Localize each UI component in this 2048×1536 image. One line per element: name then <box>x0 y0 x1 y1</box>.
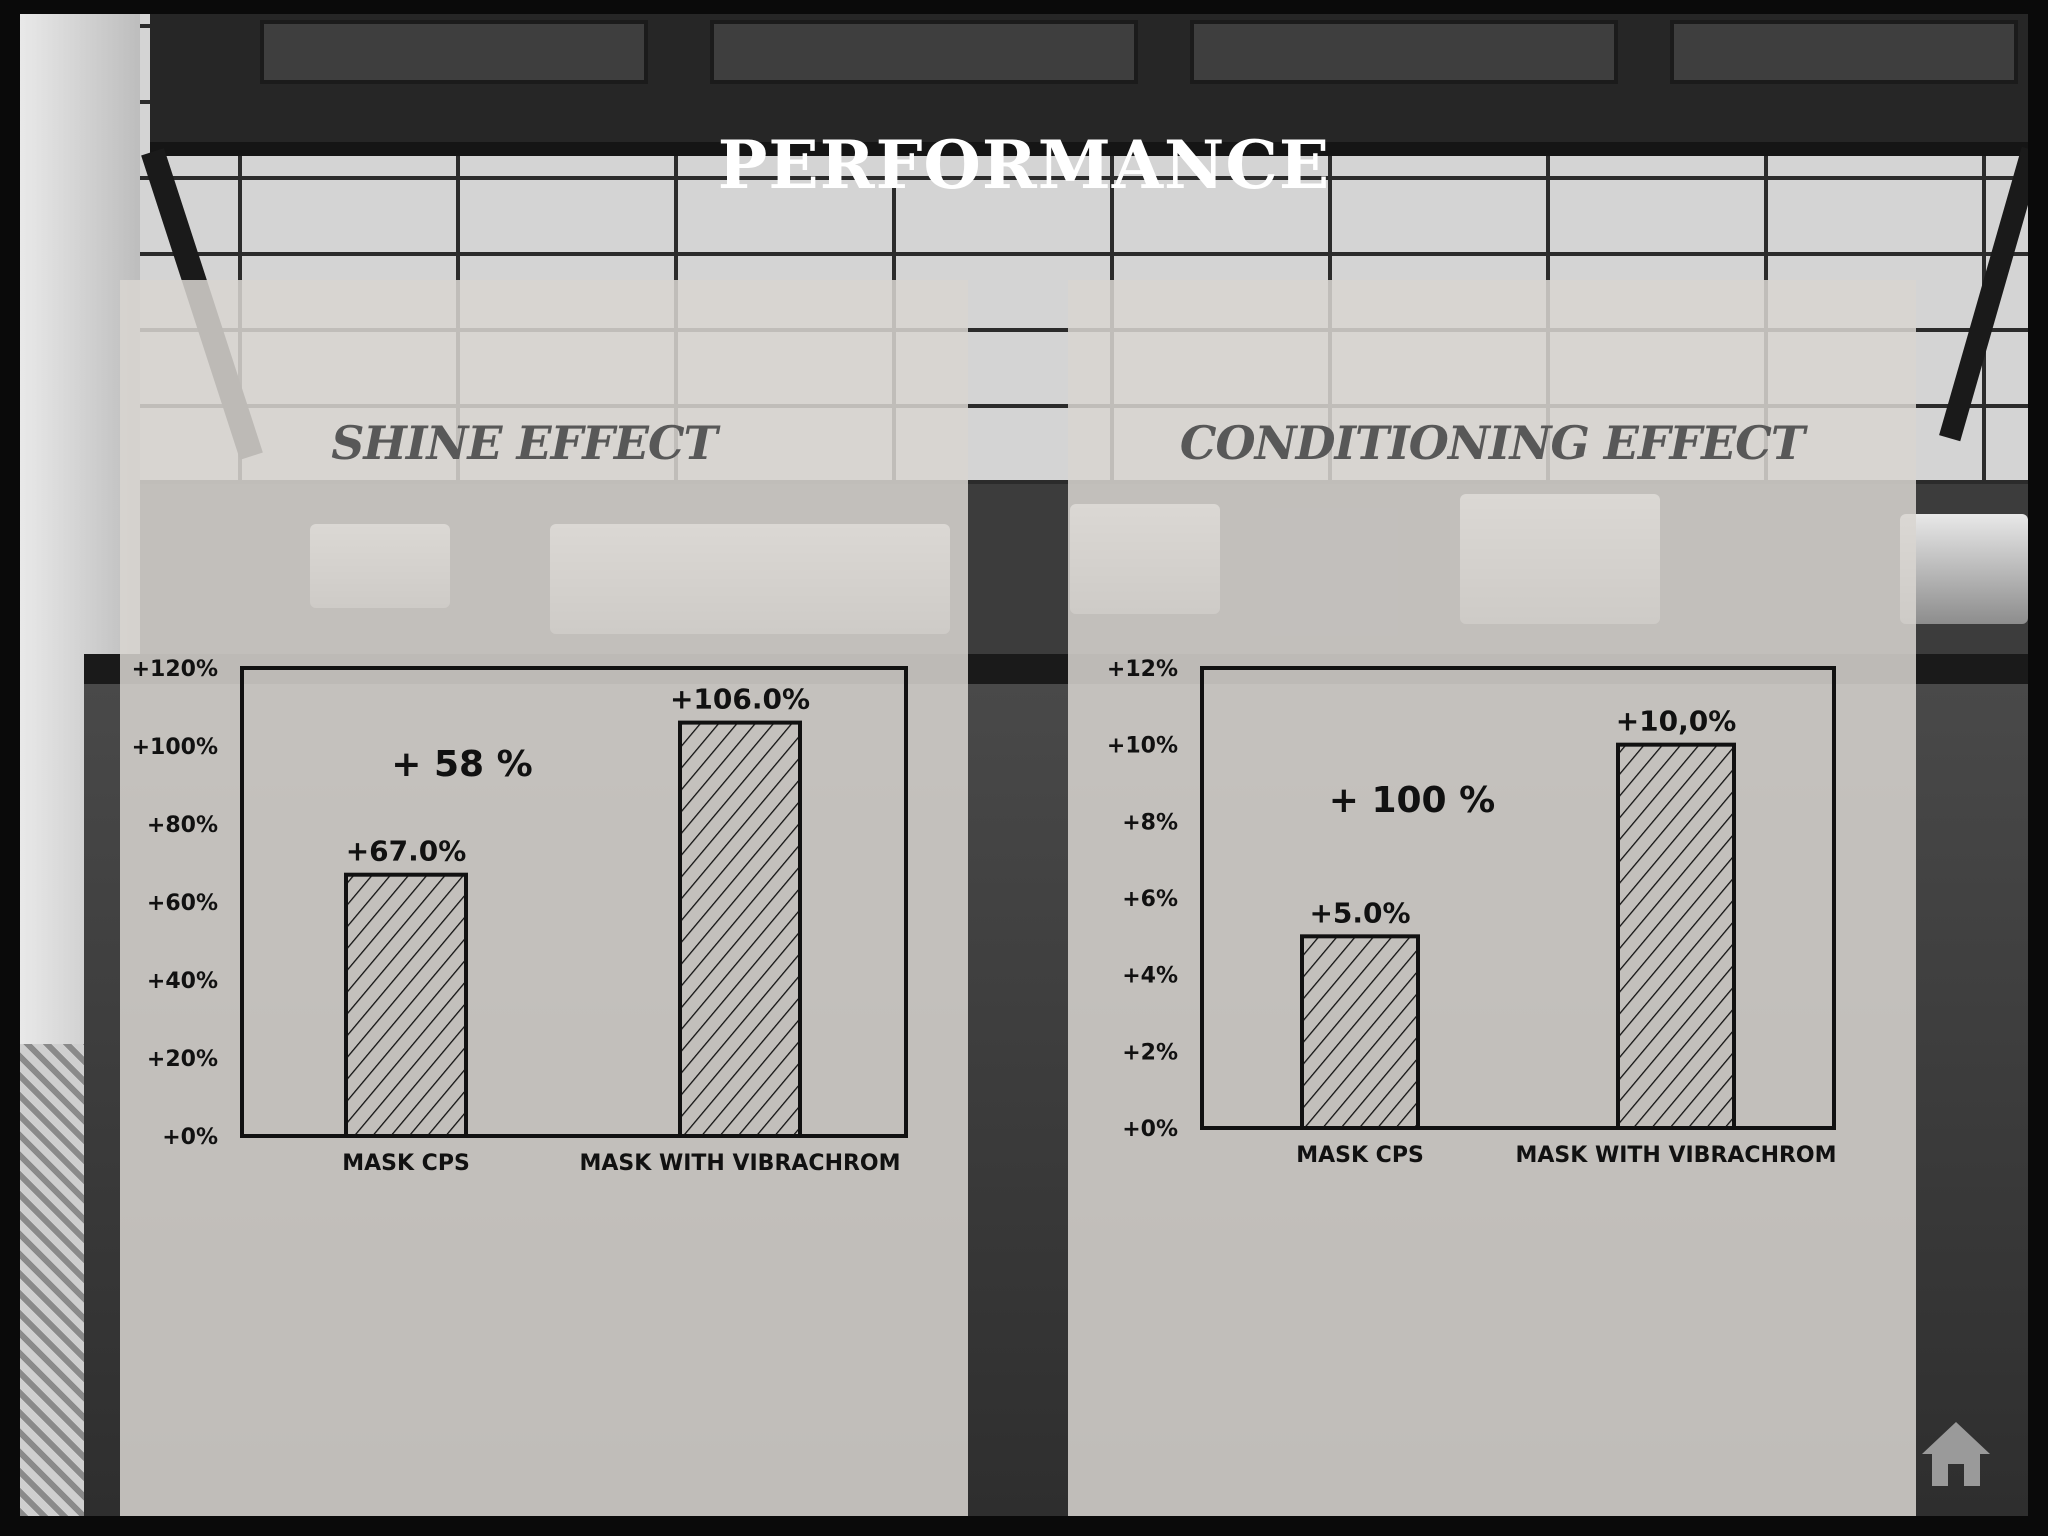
y-tick-label: +0% <box>1122 1117 1178 1142</box>
increase-annotation: + 58 % <box>391 744 532 785</box>
increase-annotation: + 100 % <box>1329 780 1495 821</box>
y-tick-label: +4% <box>1122 964 1178 989</box>
y-tick-label: +60% <box>147 891 218 916</box>
home-icon[interactable] <box>1920 1418 1992 1488</box>
shine-bar-chart: +0% +20% +40% +60% +80% +100% +120% +67.0% MASK … <box>132 657 908 1176</box>
bar <box>1616 742 1736 1131</box>
conditioning-chart-title: CONDITIONING EFFECT <box>1179 416 1805 470</box>
shine-chart-title: SHINE EFFECT <box>331 416 718 470</box>
y-tick-label: +10% <box>1107 734 1178 759</box>
y-tick-label: +6% <box>1122 887 1178 912</box>
y-tick-label: +20% <box>147 1047 218 1072</box>
bar-value-label: +67.0% <box>346 835 467 868</box>
y-tick-label: +2% <box>1122 1040 1178 1065</box>
category-label: MASK CPS <box>342 1151 470 1176</box>
y-tick-label: +0% <box>162 1125 218 1150</box>
bar-value-label: +5.0% <box>1309 896 1410 929</box>
shine-panel <box>120 280 968 1516</box>
y-tick-label: +40% <box>147 969 218 994</box>
y-tick-label: +8% <box>1122 810 1178 835</box>
bar <box>1300 934 1420 1131</box>
page-title: PERFORMANCE <box>717 126 1331 204</box>
conditioning-bar-chart: +0% +2% +4% +6% +8% +10% +12% +5.0% MASK CPS +10,… <box>1107 657 1837 1168</box>
category-label: MASK WITH VIBRACHROM <box>579 1151 900 1176</box>
plot-frame <box>240 666 908 1138</box>
bar <box>344 872 468 1138</box>
bar-value-label: +106.0% <box>670 683 810 716</box>
y-tick-label: +80% <box>147 813 218 838</box>
bar-value-label: +10,0% <box>1616 705 1737 738</box>
y-tick-label: +12% <box>1107 657 1178 682</box>
category-label: MASK CPS <box>1296 1143 1424 1168</box>
y-tick-label: +120% <box>132 657 218 682</box>
category-label: MASK WITH VIBRACHROM <box>1515 1143 1836 1168</box>
y-tick-label: +100% <box>132 735 218 760</box>
conditioning-panel <box>1068 280 1916 1516</box>
plot-frame <box>1200 666 1836 1130</box>
bar <box>678 720 802 1138</box>
